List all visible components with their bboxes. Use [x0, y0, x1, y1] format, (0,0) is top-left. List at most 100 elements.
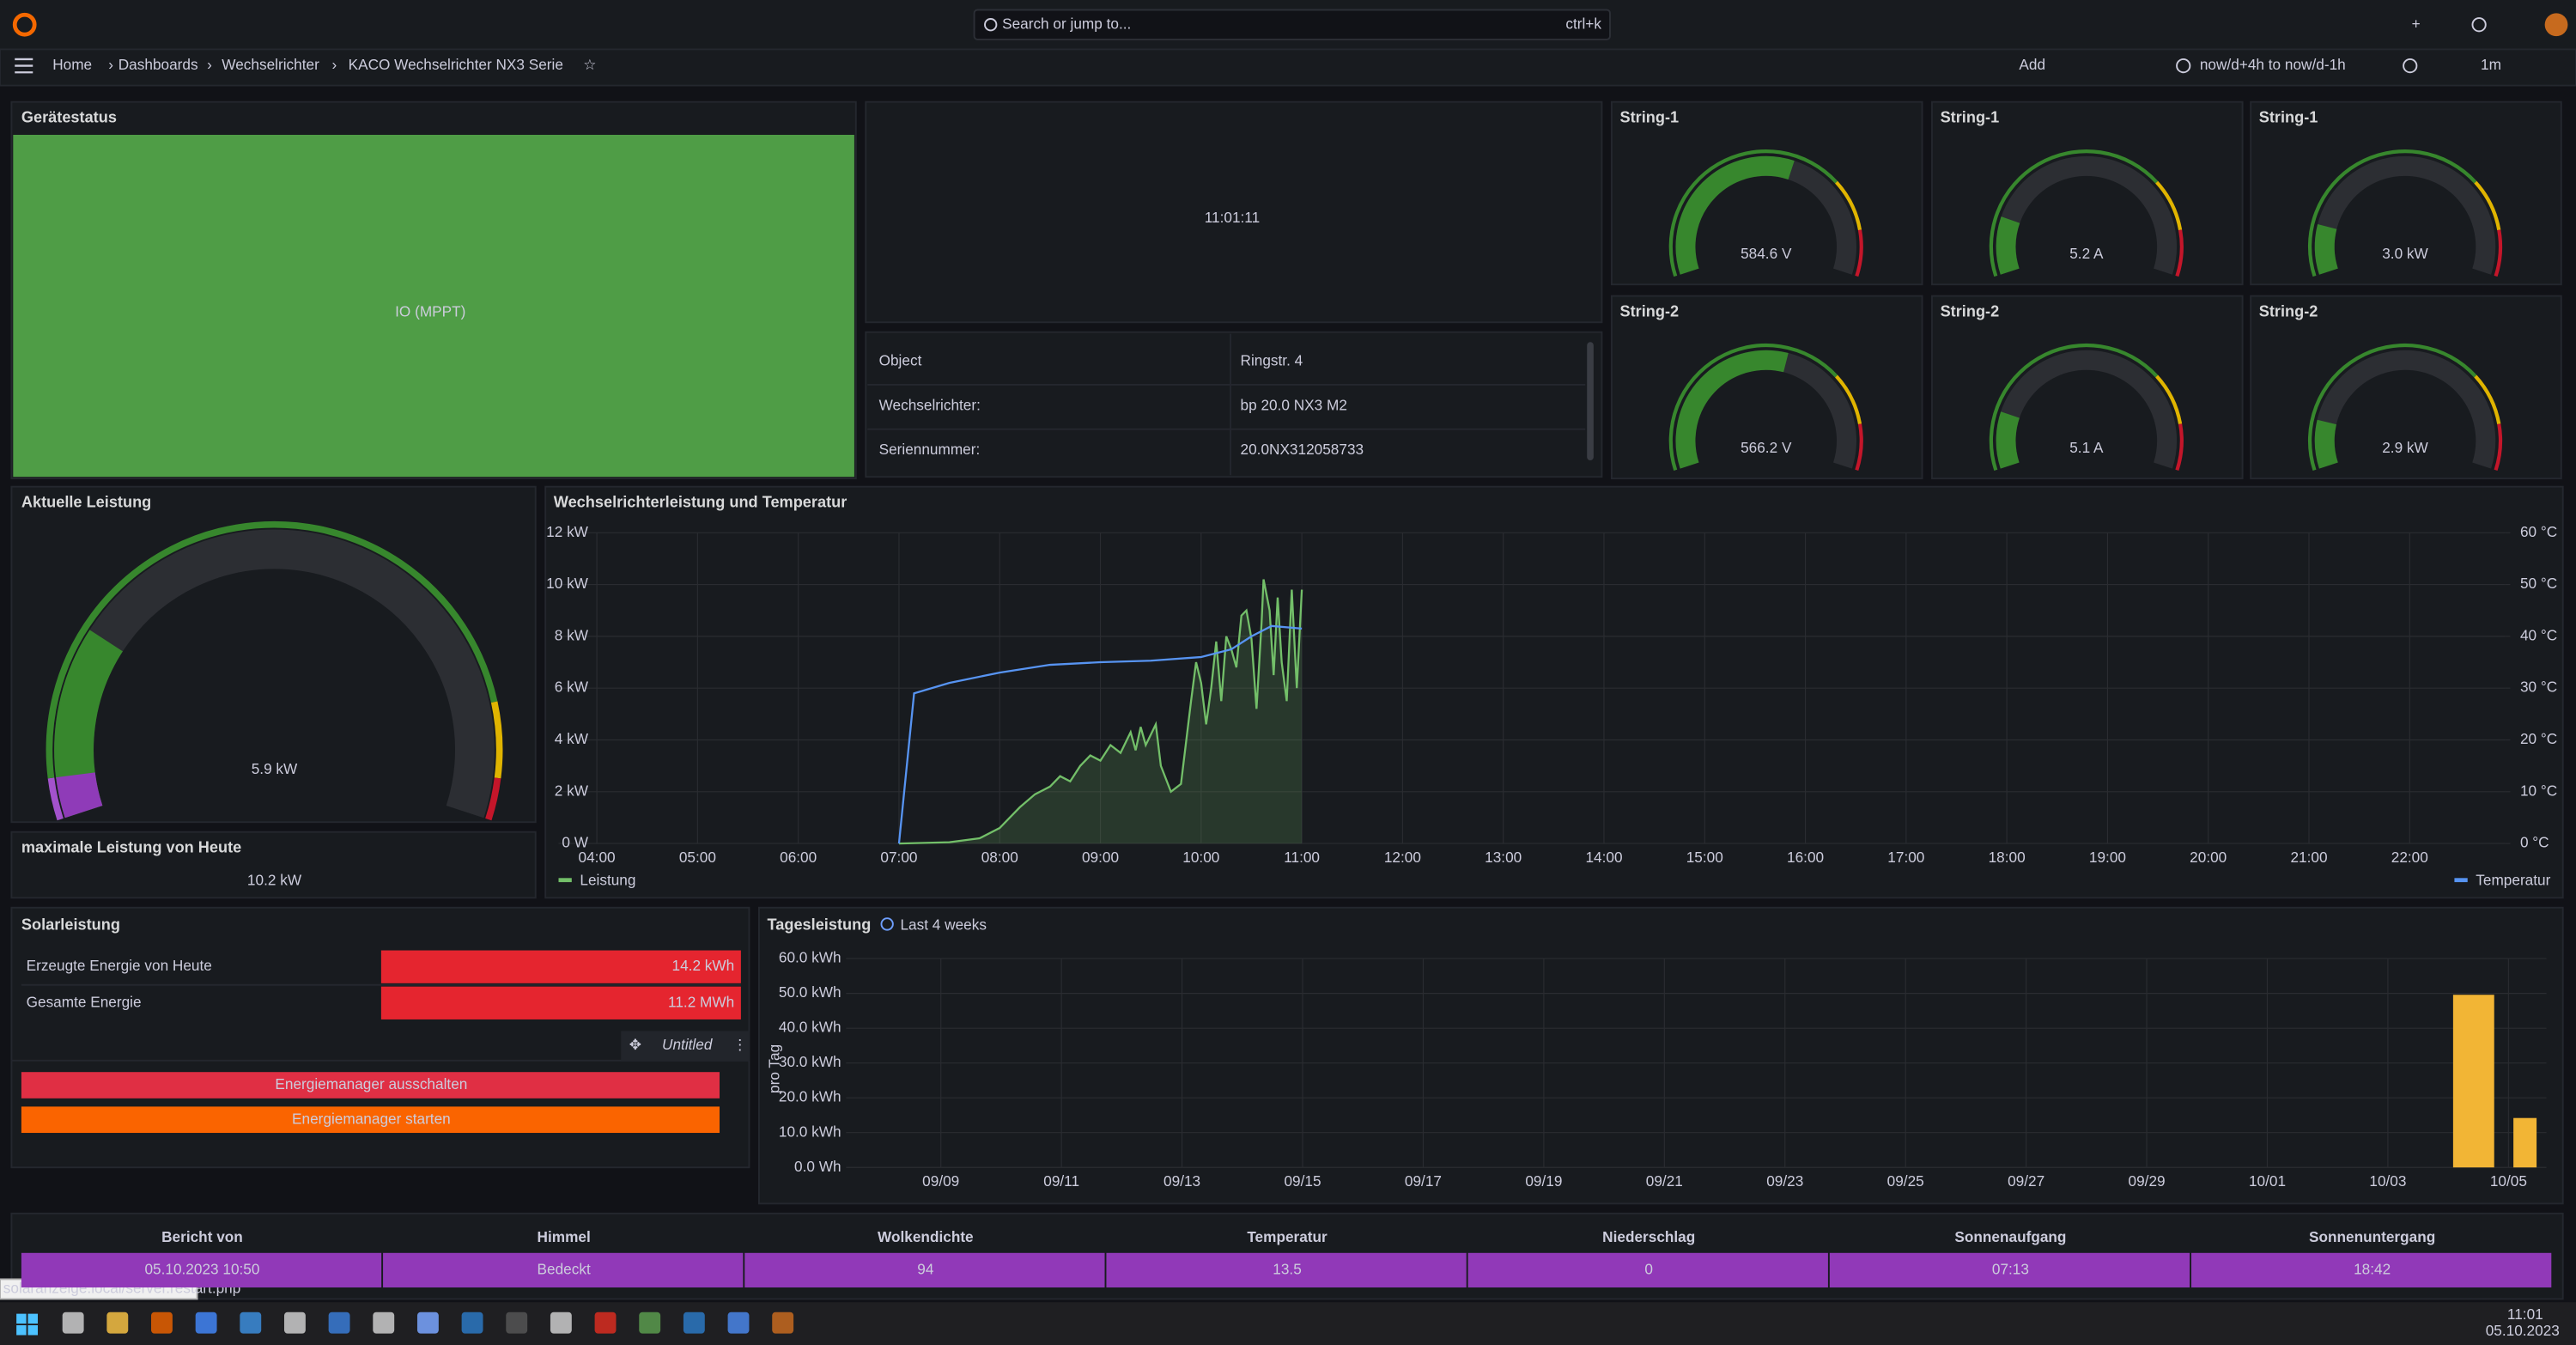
y-tick-label: 4 kW	[555, 730, 589, 747]
panel	[865, 331, 1603, 478]
taskbar-icon	[461, 1312, 483, 1334]
panel-title: String-1	[1619, 109, 1679, 126]
y2-tick-label: 0 °C	[2520, 834, 2549, 851]
table-header: Sonnenuntergang	[2309, 1228, 2435, 1245]
menu-icon[interactable]	[15, 58, 33, 74]
gauge-value-label: 566.2 V	[1741, 439, 1792, 456]
breadcrumb[interactable]: Dashboards	[118, 56, 198, 73]
panel	[865, 100, 1603, 324]
avatar[interactable]	[2544, 13, 2568, 37]
time-range[interactable]: now/d+4h to now/d-1h	[2200, 56, 2346, 73]
panel	[757, 906, 2564, 1205]
breadcrumb[interactable]: Home	[52, 56, 92, 73]
threshold-band	[2155, 374, 2183, 425]
legend-swatch	[2454, 878, 2468, 883]
table-cell	[1829, 1252, 2190, 1287]
info-value: 20.0NX312058733	[1241, 441, 1364, 458]
threshold-band	[2474, 180, 2501, 231]
gauge-value-label: 3.0 kW	[2382, 245, 2428, 262]
info-key: Wechselrichter:	[879, 396, 981, 413]
panel-title: String-1	[1941, 109, 2000, 126]
x-tick-label: 10/03	[2369, 1172, 2406, 1190]
info-value: bp 20.0 NX3 M2	[1241, 396, 1347, 413]
gauge-value	[2314, 223, 2338, 275]
status-value: IO (MPPT)	[395, 302, 465, 320]
plus-icon[interactable]: +	[2412, 15, 2421, 32]
x-tick-label: 09/15	[1284, 1172, 1321, 1190]
x-tick-label: 19:00	[2089, 849, 2126, 866]
clock-icon	[2176, 58, 2191, 74]
value-cell	[380, 950, 741, 983]
breadcrumb[interactable]: KACO Wechselrichter NX3 Serie	[349, 56, 563, 73]
x-tick-label: 11:00	[1284, 849, 1320, 866]
gauge-value	[1996, 216, 2020, 275]
taskbar-icons	[62, 1312, 794, 1334]
x-tick-label: 09/29	[2129, 1172, 2166, 1190]
button[interactable]	[21, 1072, 720, 1099]
breadcrumb[interactable]: Wechselrichter	[222, 56, 319, 73]
table-cell	[1467, 1252, 1828, 1287]
y-tick-label: 60.0 kWh	[779, 949, 841, 966]
threshold-band	[2307, 343, 2477, 472]
x-tick-label: 09/27	[2008, 1172, 2044, 1190]
table-value: Bedeckt	[538, 1260, 591, 1277]
line	[897, 624, 1303, 844]
taskbar-icon	[328, 1312, 350, 1334]
x-tick-label: 09/17	[1405, 1172, 1442, 1190]
button-label[interactable]: Energiemanager starten	[292, 1110, 451, 1127]
panel-title: String-2	[2259, 303, 2318, 320]
x-tick-label: 08:00	[981, 849, 1018, 866]
y-tick-label: 0.0 Wh	[794, 1158, 841, 1175]
table-cell	[383, 1252, 744, 1287]
move-icon[interactable]: ✥	[629, 1036, 641, 1053]
panel-title: Tagesleistung	[767, 916, 871, 934]
x-tick-label: 09/09	[922, 1172, 959, 1190]
table-value: 05.10.2023 10:50	[144, 1260, 259, 1277]
x-tick-label: 07:00	[880, 849, 917, 866]
legend-label: Leistung	[580, 872, 635, 889]
status-background	[13, 134, 854, 478]
separator: ›	[331, 56, 337, 73]
search-shortcut: ctrl+k	[1565, 15, 1601, 32]
panel-title: Solarleistung	[21, 916, 120, 934]
threshold-band	[2155, 180, 2183, 231]
menu-dots[interactable]: ⋮	[732, 1036, 747, 1053]
area	[898, 579, 1303, 844]
gauge-value	[1996, 411, 2020, 469]
help-icon[interactable]	[2471, 17, 2487, 33]
taskbar-icon	[373, 1312, 395, 1334]
table-header: Wolkendichte	[878, 1228, 974, 1245]
threshold-band	[2474, 374, 2501, 425]
threshold-band	[2494, 423, 2503, 472]
y-tick-label: 30.0 kWh	[779, 1053, 841, 1070]
y-tick-label: 10.0 kWh	[779, 1123, 841, 1140]
add-button[interactable]: Add	[2019, 56, 2045, 73]
taskbar-icon	[62, 1312, 84, 1334]
taskbar-icon	[639, 1312, 661, 1334]
threshold-band	[1855, 423, 1863, 472]
threshold-band	[2494, 229, 2503, 277]
button-label[interactable]: Energiemanager ausschalten	[275, 1075, 467, 1092]
max-power-value: 10.2 kW	[247, 872, 302, 889]
y-tick-label: 2 kW	[555, 782, 589, 799]
logo[interactable]	[12, 12, 37, 37]
x-tick-label: 09/13	[1163, 1172, 1200, 1190]
scrollbar[interactable]	[1587, 342, 1594, 461]
time-override[interactable]: Last 4 weeks	[900, 916, 986, 933]
x-tick-label: 20:00	[2190, 849, 2227, 866]
x-tick-label: 09/25	[1887, 1172, 1924, 1190]
y2-tick-label: 20 °C	[2520, 730, 2557, 747]
refresh-interval[interactable]: 1m	[2481, 56, 2501, 73]
zoom-icon[interactable]	[2403, 58, 2418, 74]
y-tick-label: 8 kW	[555, 626, 589, 643]
gauge-value	[1675, 350, 1789, 469]
panel	[10, 831, 537, 899]
solar-value: 11.2 MWh	[668, 993, 734, 1010]
search-box[interactable]	[973, 9, 1611, 40]
start-button[interactable]	[16, 1313, 39, 1336]
gauge-track	[2314, 350, 2496, 469]
star-icon[interactable]: ☆	[583, 56, 596, 73]
button[interactable]	[21, 1106, 720, 1134]
y-tick-label: 10 kW	[546, 575, 589, 592]
